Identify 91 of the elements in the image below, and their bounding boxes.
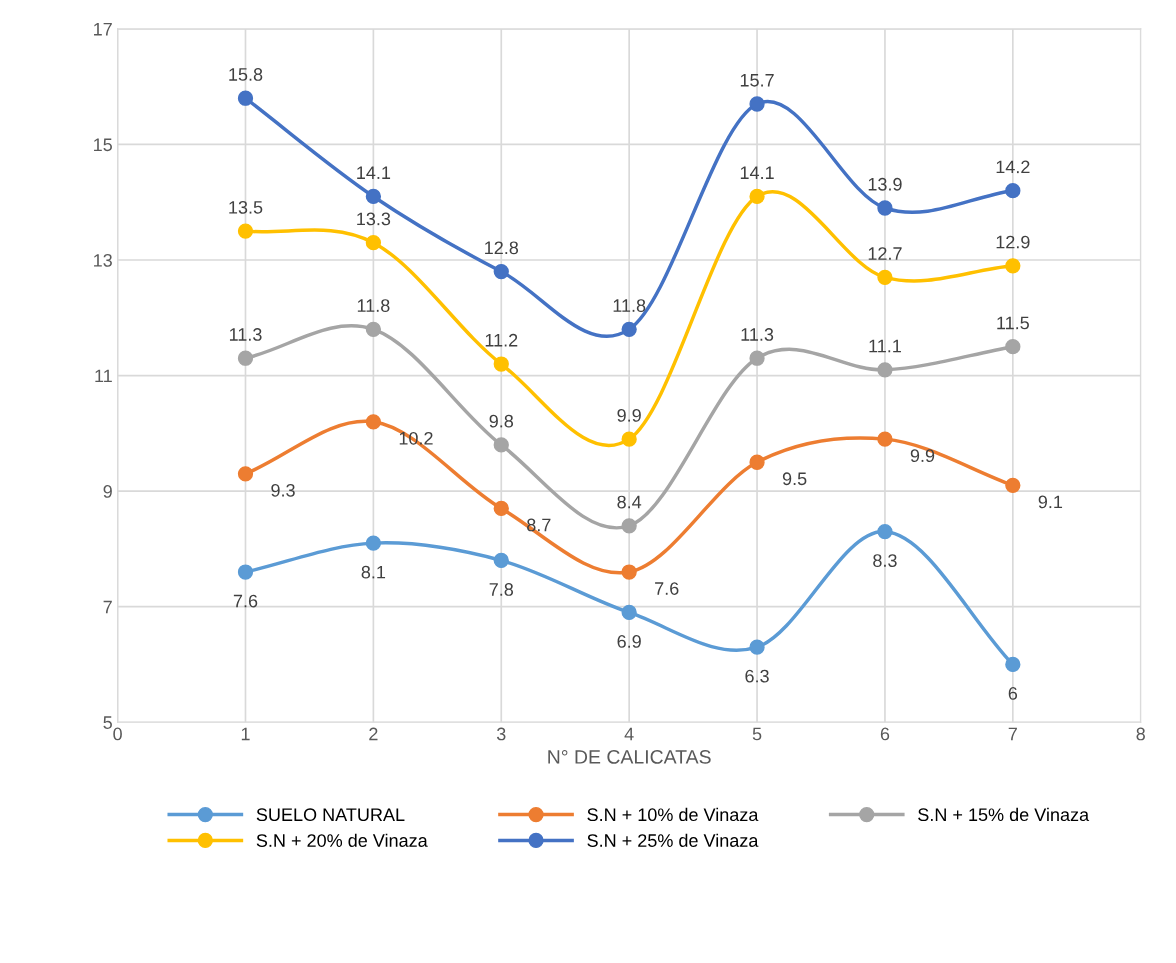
- data-label: 8.3: [873, 554, 897, 567]
- y-tick-label: 9: [103, 485, 112, 498]
- point: [365, 535, 382, 551]
- y-tick-label: 13: [94, 253, 112, 267]
- data-label: 7.8: [489, 583, 514, 596]
- legend-label: S.N + 25% de Vinaza: [587, 833, 759, 847]
- point: [877, 431, 893, 447]
- point: [621, 431, 637, 447]
- point: [877, 269, 893, 285]
- legend-label: S.N + 20% de Vinaza: [256, 833, 428, 847]
- legend-label: S.N + 15% de Vinaza: [918, 807, 1090, 822]
- data-label: 9.9: [910, 449, 935, 463]
- legend-label: SUELO NATURAL: [256, 808, 405, 822]
- point: [1005, 258, 1021, 274]
- data-label: 15.7: [740, 74, 774, 87]
- data-label: 14.1: [740, 166, 774, 179]
- data-label: 7.6: [233, 594, 258, 608]
- legend-label: S.N + 10% de Vinaza: [587, 807, 759, 822]
- point: [877, 362, 893, 378]
- y-tick-label: 11: [95, 369, 112, 383]
- y-tick-label: 5: [103, 716, 112, 729]
- point: [749, 188, 765, 205]
- point: [493, 437, 509, 453]
- point: [365, 321, 382, 337]
- data-label: 11.8: [357, 299, 390, 312]
- data-label: 9.8: [489, 414, 514, 428]
- data-label: 13.5: [229, 200, 263, 214]
- data-label: 7.6: [655, 582, 679, 595]
- point: [237, 350, 254, 366]
- data-label: 12.9: [996, 235, 1030, 249]
- data-label: 6.3: [745, 669, 769, 683]
- point: [749, 96, 765, 112]
- point: [493, 263, 509, 280]
- point: [749, 454, 765, 470]
- data-label: 12.7: [868, 247, 902, 260]
- point: [493, 552, 509, 569]
- point: [365, 414, 382, 430]
- x-tick-label: 2: [369, 727, 378, 741]
- point: [877, 200, 893, 216]
- data-label: 11.3: [229, 328, 262, 341]
- data-label: 9.1: [1038, 495, 1063, 509]
- point: [621, 321, 637, 337]
- point: [621, 604, 637, 621]
- data-label: 9.3: [271, 483, 295, 497]
- point: [237, 90, 254, 106]
- x-tick-label: 1: [241, 727, 250, 741]
- point: [1005, 183, 1021, 199]
- point: [493, 500, 509, 517]
- data-label: 8.7: [527, 518, 551, 532]
- point: [493, 356, 509, 372]
- x-tick-label: 3: [496, 727, 506, 741]
- point: [749, 350, 765, 366]
- data-label: 14.1: [357, 166, 391, 179]
- y-tick-label: 17: [94, 23, 112, 36]
- point: [237, 466, 254, 482]
- data-label: 11.5: [997, 316, 1029, 330]
- point: [365, 188, 382, 205]
- point: [237, 223, 254, 239]
- point: [749, 639, 765, 655]
- x-tick-label: 7: [1008, 727, 1017, 741]
- point: [877, 523, 893, 540]
- data-label: 9.9: [617, 408, 641, 422]
- data-label: 6: [1008, 687, 1018, 700]
- data-label: 13.3: [357, 212, 391, 226]
- x-tick-label: 6: [880, 727, 890, 741]
- data-label: 13.9: [868, 177, 902, 191]
- x-axis-title: N° DE CALICATAS: [548, 750, 711, 764]
- data-label: 14.2: [996, 160, 1030, 174]
- data-label: 9.5: [782, 472, 807, 486]
- y-tick-label: 15: [94, 138, 112, 152]
- point: [365, 235, 382, 251]
- point: [237, 564, 254, 580]
- point: [1005, 477, 1021, 493]
- point: [621, 518, 637, 534]
- data-label: 11.3: [741, 328, 774, 341]
- data-label: 12.8: [485, 241, 519, 255]
- point: [1005, 656, 1021, 673]
- data-label: 11.1: [869, 339, 901, 353]
- y-tick-label: 7: [103, 600, 112, 614]
- x-tick-label: 5: [752, 727, 762, 741]
- data-label: 11.2: [485, 333, 518, 347]
- point: [1005, 339, 1021, 355]
- data-label: 8.1: [361, 565, 386, 579]
- data-label: 15.8: [229, 68, 263, 81]
- data-label: 6.9: [617, 635, 641, 648]
- x-tick-label: 0: [113, 727, 122, 741]
- data-label: 11.8: [613, 299, 646, 312]
- point: [621, 564, 637, 580]
- x-tick-label: 8: [1136, 727, 1145, 741]
- x-tick-label: 4: [624, 727, 634, 741]
- data-label: 8.4: [617, 495, 642, 509]
